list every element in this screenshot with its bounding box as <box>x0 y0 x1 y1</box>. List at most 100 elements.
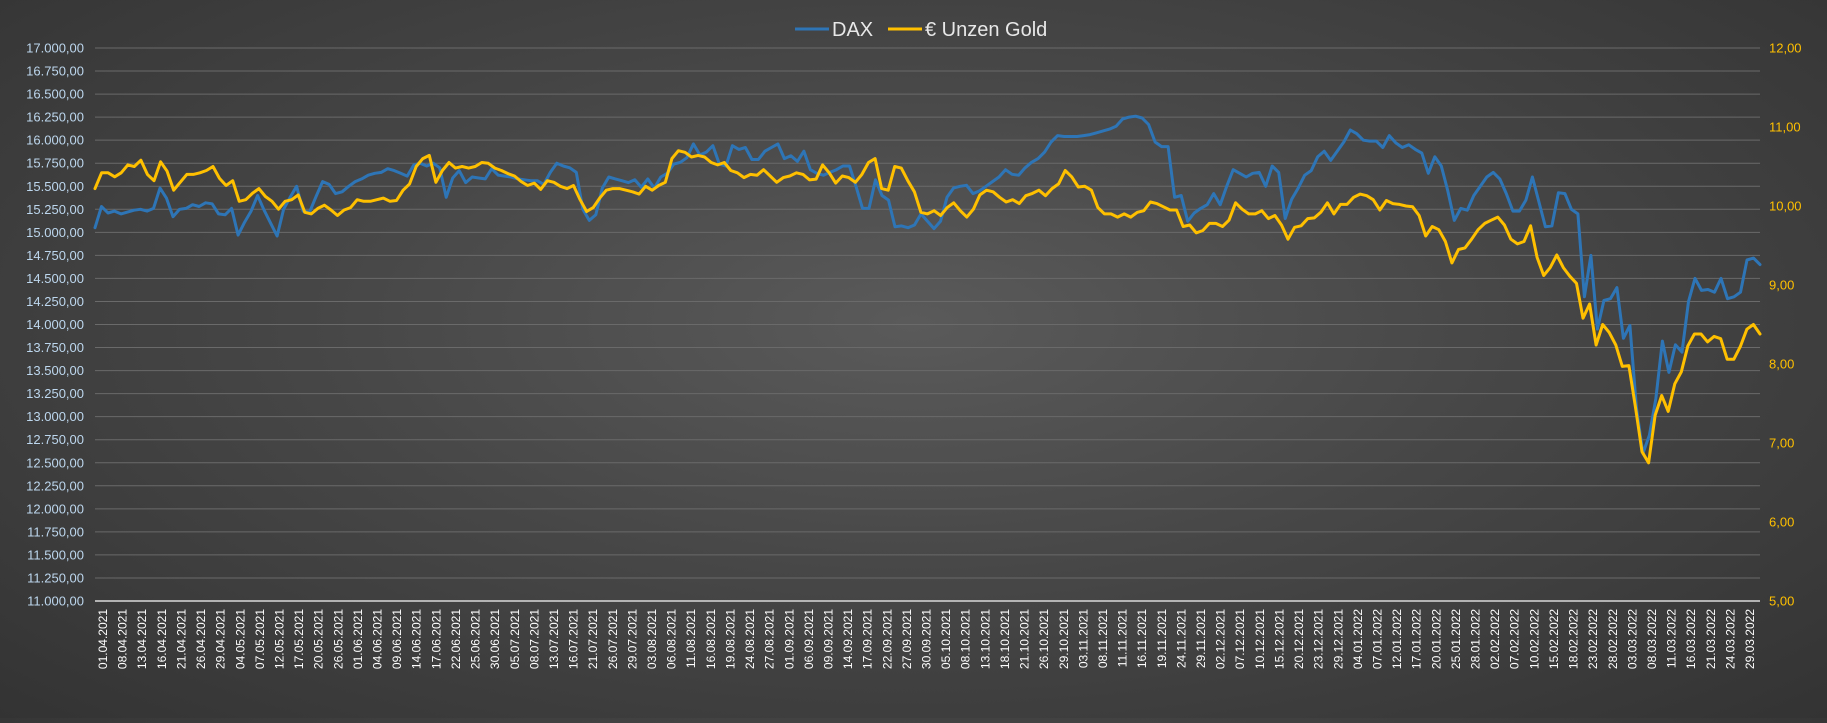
x-tick-label: 17.05.2021 <box>292 609 306 669</box>
right-tick-label: 7,00 <box>1769 436 1794 451</box>
x-tick-label: 03.08.2021 <box>645 609 659 669</box>
left-tick-label: 16.750,00 <box>26 64 84 79</box>
legend: DAX € Unzen Gold <box>795 19 1047 41</box>
left-tick-label: 14.750,00 <box>26 248 84 263</box>
x-tick-label: 19.11.2021 <box>1155 609 1169 668</box>
right-tick-label: 5,00 <box>1769 594 1794 609</box>
x-tick-label: 21.10.2021 <box>1018 609 1032 669</box>
x-tick-label: 27.08.2021 <box>763 609 777 669</box>
x-tick-label: 22.09.2021 <box>880 609 894 669</box>
right-tick-label: 9,00 <box>1769 278 1794 293</box>
x-tick-label: 08.10.2021 <box>959 609 973 669</box>
x-tick-label: 24.11.2021 <box>1174 609 1188 668</box>
left-tick-label: 12.250,00 <box>26 478 84 493</box>
left-tick-label: 11.750,00 <box>27 524 84 539</box>
left-tick-label: 16.000,00 <box>26 133 84 148</box>
x-tick-label: 14.09.2021 <box>841 609 855 669</box>
x-tick-label: 08.03.2022 <box>1645 609 1659 669</box>
x-tick-label: 20.01.2022 <box>1429 609 1443 669</box>
x-tick-label: 16.04.2021 <box>155 609 169 669</box>
left-tick-label: 11.000,00 <box>27 594 84 609</box>
left-tick-label: 12.750,00 <box>26 432 84 447</box>
x-tick-label: 20.12.2021 <box>1292 609 1306 669</box>
x-tick-label: 15.02.2022 <box>1547 609 1561 669</box>
x-tick-label: 02.02.2022 <box>1488 609 1502 669</box>
x-tick-label: 26.10.2021 <box>1037 609 1051 669</box>
x-tick-label: 04.06.2021 <box>371 609 385 669</box>
x-tick-label: 13.10.2021 <box>978 609 992 669</box>
left-tick-label: 13.250,00 <box>26 386 84 401</box>
x-tick-label: 04.01.2022 <box>1351 609 1365 669</box>
right-tick-label: 6,00 <box>1769 515 1794 530</box>
x-tick-label: 01.09.2021 <box>782 609 796 669</box>
x-tick-label: 05.07.2021 <box>508 609 522 669</box>
x-tick-label: 10.12.2021 <box>1253 609 1267 669</box>
series-lines <box>93 114 1762 465</box>
x-tick-label: 10.02.2022 <box>1527 609 1541 669</box>
x-tick-label: 29.03.2022 <box>1743 609 1757 669</box>
x-tick-label: 07.01.2022 <box>1370 609 1384 669</box>
x-tick-label: 17.06.2021 <box>429 609 443 669</box>
x-tick-label: 07.05.2021 <box>253 609 267 669</box>
left-tick-label: 15.750,00 <box>26 156 84 171</box>
x-tick-label: 12.05.2021 <box>272 609 286 669</box>
x-tick-label: 07.02.2022 <box>1508 609 1522 669</box>
left-tick-label: 13.500,00 <box>26 363 84 378</box>
left-y-axis: 11.000,00 11.250,00 11.500,00 11.750,00 12.0… <box>26 41 84 609</box>
x-tick-label: 27.09.2021 <box>900 609 914 669</box>
left-tick-label: 16.500,00 <box>26 87 84 102</box>
x-tick-label: 06.09.2021 <box>802 609 816 669</box>
x-tick-label: 08.11.2021 <box>1096 609 1110 668</box>
right-tick-label: 8,00 <box>1769 357 1794 372</box>
x-tick-label: 25.01.2022 <box>1449 609 1463 669</box>
x-tick-label: 29.04.2021 <box>214 609 228 669</box>
x-tick-label: 26.05.2021 <box>331 609 345 669</box>
x-tick-label: 17.01.2022 <box>1410 609 1424 669</box>
left-tick-label: 11.250,00 <box>27 570 84 585</box>
x-tick-label: 14.06.2021 <box>410 609 424 669</box>
x-tick-label: 03.03.2022 <box>1625 609 1639 669</box>
x-tick-label: 09.06.2021 <box>390 609 404 669</box>
left-tick-label: 14.000,00 <box>26 317 84 332</box>
x-tick-label: 28.01.2022 <box>1469 609 1483 669</box>
left-tick-label: 13.750,00 <box>26 340 84 355</box>
gridlines <box>95 47 1760 602</box>
x-tick-label: 09.09.2021 <box>821 609 835 669</box>
right-tick-label: 11,00 <box>1769 120 1801 135</box>
x-tick-label: 17.09.2021 <box>861 609 875 669</box>
x-tick-label: 01.04.2021 <box>96 609 110 669</box>
x-tick-label: 21.07.2021 <box>586 609 600 669</box>
x-tick-label: 29.11.2021 <box>1194 609 1208 668</box>
x-tick-label: 21.03.2022 <box>1704 609 1718 669</box>
x-tick-label: 11.11.2021 <box>1116 609 1130 668</box>
left-tick-label: 17.000,00 <box>26 41 84 56</box>
left-tick-label: 13.000,00 <box>26 409 84 424</box>
x-tick-label: 20.05.2021 <box>312 609 326 669</box>
x-tick-label: 16.07.2021 <box>567 609 581 669</box>
series-line-gold <box>93 149 1762 465</box>
x-tick-label: 24.08.2021 <box>743 609 757 669</box>
x-tick-label: 11.03.2022 <box>1665 609 1679 668</box>
x-tick-label: 18.10.2021 <box>998 609 1012 669</box>
right-tick-label: 12,00 <box>1769 41 1802 56</box>
x-tick-label: 16.08.2021 <box>704 609 718 669</box>
x-tick-label: 05.10.2021 <box>939 609 953 669</box>
x-axis: 01.04.2021 08.04.2021 13.04.2021 16.04.2021… <box>95 600 1760 669</box>
series-line-dax <box>93 114 1762 455</box>
left-tick-label: 14.500,00 <box>26 271 84 286</box>
x-tick-label: 26.04.2021 <box>194 609 208 669</box>
x-tick-label: 02.12.2021 <box>1214 609 1228 669</box>
x-tick-label: 22.06.2021 <box>449 609 463 669</box>
x-tick-label: 21.04.2021 <box>174 609 188 669</box>
x-tick-label: 29.10.2021 <box>1057 609 1071 669</box>
left-tick-label: 14.250,00 <box>26 294 84 309</box>
x-tick-label: 23.02.2022 <box>1586 609 1600 669</box>
x-tick-label: 30.06.2021 <box>488 609 502 669</box>
x-tick-label: 28.02.2022 <box>1606 609 1620 669</box>
x-tick-label: 06.08.2021 <box>665 609 679 669</box>
x-tick-label: 11.08.2021 <box>684 609 698 668</box>
left-tick-label: 15.500,00 <box>26 179 84 194</box>
x-tick-label: 25.06.2021 <box>469 609 483 669</box>
x-tick-label: 26.07.2021 <box>606 609 620 669</box>
